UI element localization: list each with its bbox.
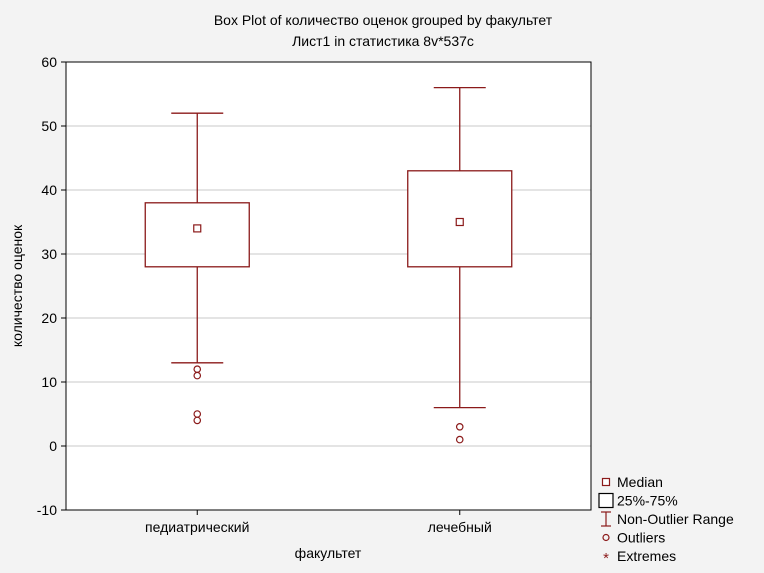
legend-label: Median: [617, 474, 663, 490]
y-tick-label: 50: [41, 118, 57, 134]
x-axis-ticks: педиатрический лечебный: [145, 510, 492, 535]
asterisk-icon: *: [603, 550, 609, 567]
outlier-point: [455, 435, 464, 444]
y-axis-label: количество оценок: [9, 224, 25, 347]
circle-icon: [602, 533, 610, 542]
plot-frame: [65, 61, 592, 511]
outlier-point: [193, 416, 202, 425]
box-square-icon: [598, 492, 614, 509]
boxes: [144, 86, 513, 444]
y-tick-label: 0: [49, 438, 57, 454]
legend-label: Outliers: [617, 530, 665, 546]
x-tick-label: педиатрический: [145, 519, 249, 535]
y-tick-label: 10: [41, 374, 57, 390]
median-marker: [193, 224, 202, 233]
y-tick-label: 30: [41, 246, 57, 262]
outlier-point: [455, 422, 464, 431]
x-tick-label: лечебный: [428, 519, 492, 535]
small-square-icon: [601, 477, 611, 487]
legend: Median 25%-75% Non-Outlier Range Outliers * E…: [598, 474, 734, 567]
legend-label: Non-Outlier Range: [617, 511, 734, 527]
outlier-point: [193, 371, 202, 380]
y-tick-label: -10: [37, 502, 57, 518]
y-tick-label: 60: [41, 54, 57, 70]
median-marker: [455, 217, 464, 227]
plot-area: [66, 62, 591, 510]
box-group: [144, 112, 250, 425]
legend-label: 25%-75%: [617, 493, 678, 509]
x-axis-label: факультет: [295, 545, 362, 561]
y-tick-label: 20: [41, 310, 57, 326]
whisker-icon: [601, 511, 611, 527]
chart-title: Box Plot of количество оценок grouped by…: [214, 12, 553, 28]
box-group: [407, 86, 513, 444]
legend-label: Extremes: [617, 548, 676, 564]
chart-subtitle: Лист1 in статистика 8v*537c: [292, 33, 474, 49]
y-axis-ticks: 60 50 40 30 20 10 0 -10: [37, 54, 66, 518]
y-tick-label: 40: [41, 182, 57, 198]
iqr-box: [144, 202, 250, 268]
